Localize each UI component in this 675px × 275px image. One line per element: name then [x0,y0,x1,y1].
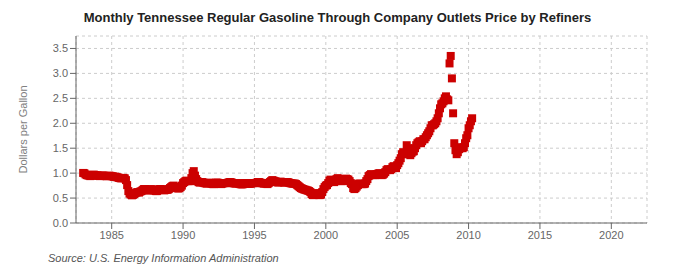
svg-text:2000: 2000 [314,229,338,241]
svg-text:2020: 2020 [599,229,623,241]
svg-text:Dollars per Gallon: Dollars per Gallon [17,85,29,173]
svg-text:2005: 2005 [385,229,409,241]
svg-text:3.0: 3.0 [53,67,68,79]
svg-text:2.0: 2.0 [53,117,68,129]
html-text:Source: U.S. Energy Informatio: Source: U.S. Energy Information Administ… [48,252,279,264]
svg-text:1990: 1990 [171,229,195,241]
svg-text:2015: 2015 [528,229,552,241]
svg-text:3.5: 3.5 [53,42,68,54]
svg-text:1.5: 1.5 [53,142,68,154]
html-text:Monthly Tennessee Regular Gaso: Monthly Tennessee Regular Gasoline Throu… [83,10,592,25]
svg-text:2010: 2010 [456,229,480,241]
svg-text:2.5: 2.5 [53,92,68,104]
svg-text:1.0: 1.0 [53,167,68,179]
svg-text:1985: 1985 [99,229,123,241]
svg-text:1995: 1995 [242,229,266,241]
svg-text:0.5: 0.5 [53,192,68,204]
svg-text:0.0: 0.0 [53,217,68,229]
